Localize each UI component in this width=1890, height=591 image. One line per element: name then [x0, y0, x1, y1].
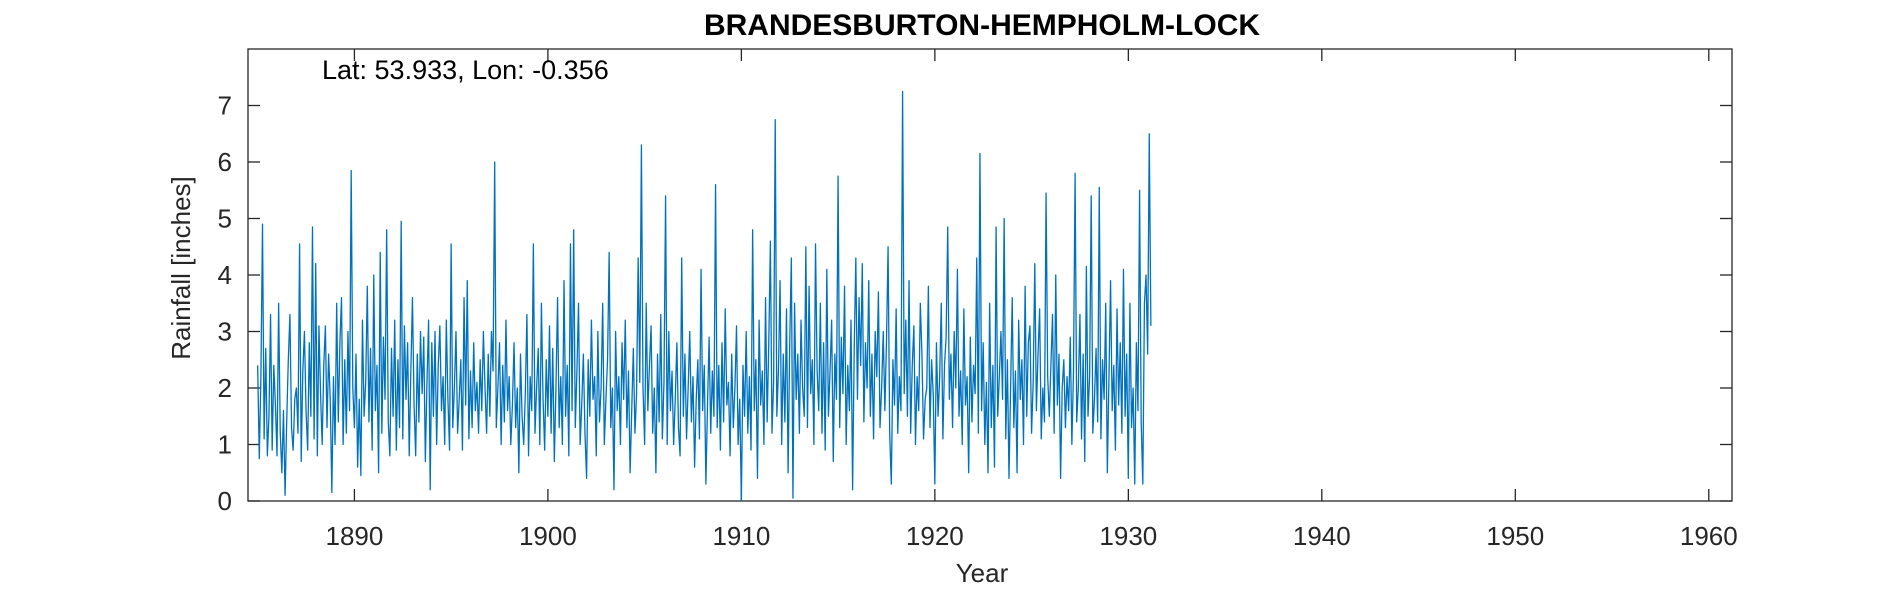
x-tick-label: 1920	[906, 521, 964, 551]
chart-title: BRANDESBURTON-HEMPHOLM-LOCK	[704, 9, 1260, 42]
y-tick-label: 1	[218, 430, 232, 460]
y-axis-ticks: 0 1 2 3 4 5 6 7	[218, 91, 1732, 516]
y-tick-label: 3	[218, 317, 232, 347]
x-tick-label: 1950	[1486, 521, 1544, 551]
y-tick-label: 4	[218, 260, 232, 290]
rainfall-series-line	[257, 90, 1152, 502]
x-tick-label: 1900	[519, 521, 577, 551]
x-tick-label: 1960	[1680, 521, 1738, 551]
plot-area: 1890 1900 1910 1920 1930 1940 1950 1960 0 1 2 3 4 5 6…	[218, 48, 1738, 551]
x-tick-label: 1930	[1099, 521, 1157, 551]
station-location-annotation: Lat: 53.933, Lon: -0.356	[322, 55, 609, 85]
y-tick-label: 6	[218, 147, 232, 177]
x-tick-label: 1890	[325, 521, 383, 551]
y-tick-label: 0	[218, 486, 232, 516]
x-axis-ticks: 1890 1900 1910 1920 1930 1940 1950 1960	[325, 49, 1738, 551]
y-tick-label: 7	[218, 91, 232, 121]
x-axis-label: Year	[956, 558, 1009, 588]
x-tick-label: 1940	[1293, 521, 1351, 551]
y-axis-label: Rainfall [inches]	[166, 176, 196, 360]
y-tick-label: 2	[218, 373, 232, 403]
y-tick-label: 5	[218, 204, 232, 234]
x-tick-label: 1910	[712, 521, 770, 551]
axes-box	[247, 48, 1733, 502]
